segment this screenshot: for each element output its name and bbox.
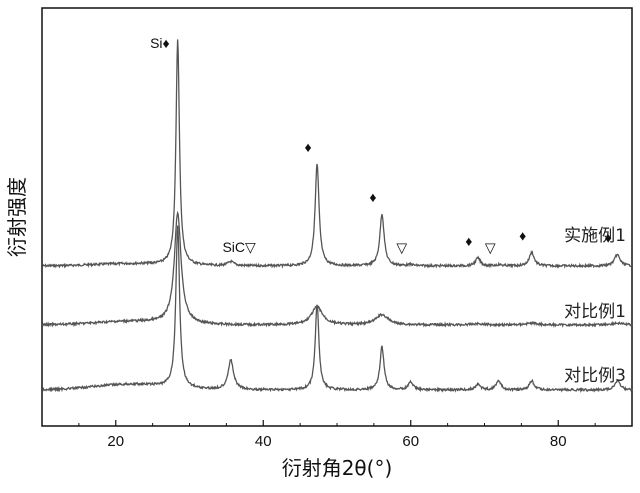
series-line <box>41 210 633 329</box>
x-axis-ticks: 20 40 60 80 <box>78 420 596 450</box>
plot-frame <box>41 7 633 427</box>
si-marker: Si♦ <box>150 35 170 51</box>
si-marker: ♦ <box>305 139 312 155</box>
series-lines <box>41 39 633 394</box>
x-tick-label: 80 <box>550 433 567 450</box>
series-labels: 实施例1 对比例1 对比例3 <box>564 226 626 386</box>
sic-marker: SiC▽ <box>222 239 256 255</box>
sic-marker: ▽ <box>485 240 496 256</box>
y-axis-label: 衍射强度 <box>5 177 29 257</box>
x-tick-label: 60 <box>402 433 419 450</box>
sic-marker: ▽ <box>396 239 407 255</box>
series-label: 对比例1 <box>564 302 626 322</box>
series-line <box>42 39 633 269</box>
series-label: 实施例1 <box>564 226 626 246</box>
x-axis-label: 衍射角2θ(°) <box>282 456 393 480</box>
series-label: 对比例3 <box>564 366 626 386</box>
si-marker: ♦ <box>605 230 612 246</box>
si-marker: ♦ <box>519 227 526 243</box>
peak-annotations: Si♦ SiC▽ ♦ ♦ ▽ ♦ ▽ ♦ ♦ <box>150 35 612 256</box>
si-marker: ♦ <box>465 233 472 249</box>
si-marker: ♦ <box>369 189 376 205</box>
x-tick-label: 20 <box>107 433 124 450</box>
series-line <box>42 225 633 394</box>
x-tick-label: 40 <box>255 433 272 450</box>
